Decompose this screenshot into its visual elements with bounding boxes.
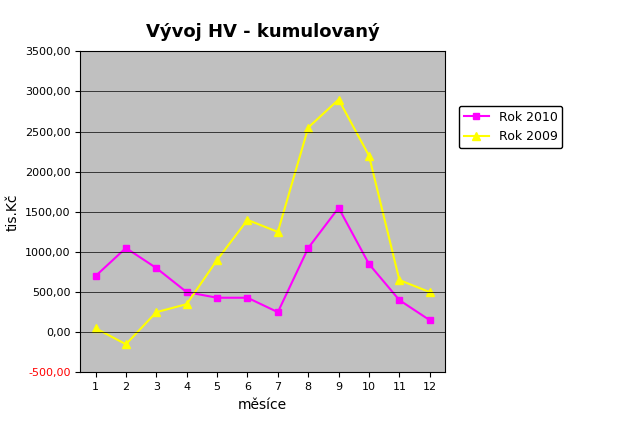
Rok 2010 [153,265,160,270]
Rok 2009 [153,309,160,315]
Rok 2009 [122,342,130,347]
Rok 2010 [396,297,403,303]
Rok 2010 [365,262,373,267]
Rok 2010 [335,205,342,211]
Y-axis label: tis.Kč: tis.Kč [6,193,19,231]
Rok 2010 [92,273,99,279]
Rok 2009 [426,290,433,295]
Rok 2010 [183,290,190,295]
X-axis label: měsíce: měsíce [238,398,287,412]
Rok 2010 [213,295,221,300]
Rok 2010 [243,295,251,300]
Rok 2010 [305,245,312,250]
Rok 2010 [426,318,433,323]
Rok 2010 [122,245,130,250]
Legend: Rok 2010, Rok 2009: Rok 2010, Rok 2009 [459,106,562,148]
Rok 2009 [396,277,403,282]
Rok 2009 [92,326,99,331]
Rok 2009 [365,153,373,158]
Title: Vývoj HV - kumulovaný: Vývoj HV - kumulovaný [146,24,379,42]
Line: Rok 2009: Rok 2009 [91,95,434,348]
Rok 2009 [213,257,221,262]
Rok 2009 [243,217,251,223]
Rok 2009 [305,125,312,130]
Rok 2010 [274,309,282,315]
Line: Rok 2010: Rok 2010 [92,205,433,324]
Rok 2009 [274,229,282,235]
Rok 2009 [335,97,342,102]
Rok 2009 [183,302,190,307]
